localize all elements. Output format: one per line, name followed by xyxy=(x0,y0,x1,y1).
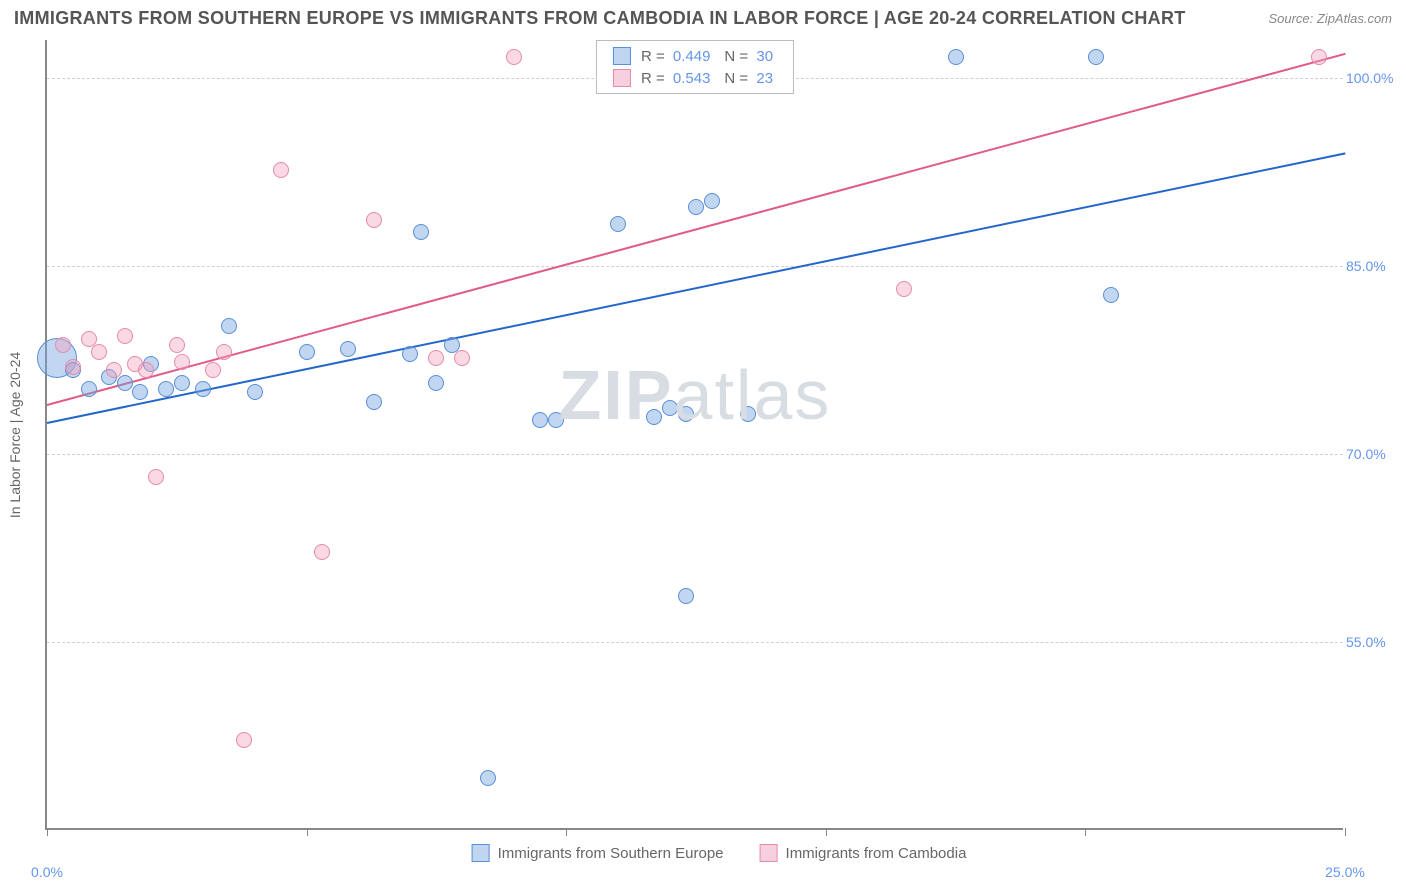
legend-r-label: R = 0.543 xyxy=(641,70,714,87)
data-point xyxy=(704,193,720,209)
data-point xyxy=(138,362,154,378)
data-point xyxy=(610,216,626,232)
data-point xyxy=(117,375,133,391)
data-point xyxy=(366,394,382,410)
data-point xyxy=(174,354,190,370)
correlation-legend: R = 0.449 N = 30 R = 0.543 N = 23 xyxy=(596,40,794,94)
legend-n-label: N = 30 xyxy=(724,48,777,65)
legend-swatch xyxy=(472,844,490,862)
data-point xyxy=(205,362,221,378)
x-tick-mark xyxy=(826,828,827,836)
legend-swatch xyxy=(760,844,778,862)
legend-row: R = 0.449 N = 30 xyxy=(613,47,777,65)
legend-item: Immigrants from Cambodia xyxy=(760,844,967,862)
data-point xyxy=(896,281,912,297)
data-point xyxy=(506,49,522,65)
legend-label: Immigrants from Southern Europe xyxy=(498,845,724,862)
grid-line xyxy=(47,642,1343,643)
data-point xyxy=(216,344,232,360)
trend-line xyxy=(47,53,1346,406)
legend-r-label: R = 0.449 xyxy=(641,48,714,65)
y-axis-title: In Labor Force | Age 20-24 xyxy=(7,352,23,518)
data-point xyxy=(299,344,315,360)
source-attribution: Source: ZipAtlas.com xyxy=(1268,11,1392,26)
y-tick-label: 70.0% xyxy=(1346,446,1401,462)
data-point xyxy=(1103,287,1119,303)
data-point xyxy=(340,341,356,357)
grid-line xyxy=(47,454,1343,455)
data-point xyxy=(678,406,694,422)
data-point xyxy=(158,381,174,397)
y-tick-label: 55.0% xyxy=(1346,634,1401,650)
data-point xyxy=(1311,49,1327,65)
data-point xyxy=(132,384,148,400)
data-point xyxy=(402,346,418,362)
data-point xyxy=(221,318,237,334)
chart-title: IMMIGRANTS FROM SOUTHERN EUROPE VS IMMIG… xyxy=(14,8,1186,29)
data-point xyxy=(236,732,252,748)
data-point xyxy=(81,381,97,397)
x-tick-label: 25.0% xyxy=(1325,864,1365,880)
data-point xyxy=(174,375,190,391)
data-point xyxy=(106,362,122,378)
data-point xyxy=(428,350,444,366)
data-point xyxy=(273,162,289,178)
data-point xyxy=(548,412,564,428)
data-point xyxy=(195,381,211,397)
chart-area: ZIPatlas R = 0.449N = 30R = 0.543N = 23 … xyxy=(45,40,1393,830)
trend-line xyxy=(47,153,1345,425)
data-point xyxy=(169,337,185,353)
data-point xyxy=(1088,49,1104,65)
data-point xyxy=(678,588,694,604)
data-point xyxy=(366,212,382,228)
data-point xyxy=(65,359,81,375)
data-point xyxy=(662,400,678,416)
x-tick-mark xyxy=(566,828,567,836)
data-point xyxy=(117,328,133,344)
data-point xyxy=(55,337,71,353)
data-point xyxy=(948,49,964,65)
x-tick-mark xyxy=(47,828,48,836)
data-point xyxy=(646,409,662,425)
legend-swatch xyxy=(613,47,631,65)
y-tick-label: 100.0% xyxy=(1346,70,1401,86)
data-point xyxy=(413,224,429,240)
y-tick-label: 85.0% xyxy=(1346,258,1401,274)
legend-label: Immigrants from Cambodia xyxy=(786,845,967,862)
x-tick-mark xyxy=(307,828,308,836)
legend-swatch xyxy=(613,69,631,87)
data-point xyxy=(314,544,330,560)
data-point xyxy=(454,350,470,366)
series-legend: Immigrants from Southern Europe Immigrant… xyxy=(472,844,967,862)
data-point xyxy=(148,469,164,485)
legend-item: Immigrants from Southern Europe xyxy=(472,844,724,862)
data-point xyxy=(91,344,107,360)
data-point xyxy=(247,384,263,400)
legend-n-label: N = 23 xyxy=(724,70,777,87)
plot-area: ZIPatlas R = 0.449N = 30R = 0.543N = 23 … xyxy=(45,40,1343,830)
x-tick-mark xyxy=(1085,828,1086,836)
data-point xyxy=(688,199,704,215)
data-point xyxy=(532,412,548,428)
watermark: ZIPatlas xyxy=(559,355,832,435)
data-point xyxy=(428,375,444,391)
data-point xyxy=(740,406,756,422)
title-bar: IMMIGRANTS FROM SOUTHERN EUROPE VS IMMIG… xyxy=(0,0,1406,33)
x-tick-label: 0.0% xyxy=(31,864,63,880)
data-point xyxy=(480,770,496,786)
x-tick-mark xyxy=(1345,828,1346,836)
grid-line xyxy=(47,266,1343,267)
legend-row: R = 0.543 N = 23 xyxy=(613,69,777,87)
